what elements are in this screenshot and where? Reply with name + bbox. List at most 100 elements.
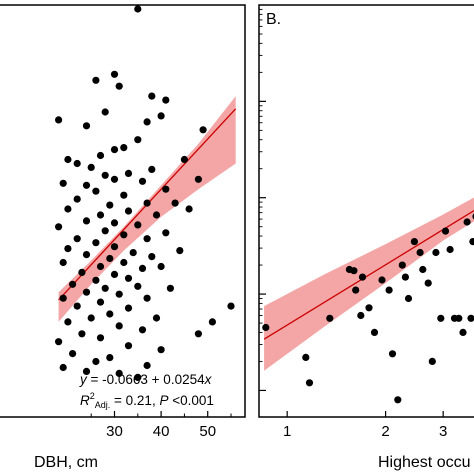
data-point	[124, 274, 133, 282]
panel-a-confidence-band	[58, 96, 236, 322]
panel-a-annotation-equation: y = -0.0663 + 0.0254x	[79, 372, 213, 387]
data-point	[358, 273, 367, 281]
data-point	[404, 294, 413, 303]
data-point	[59, 179, 67, 187]
data-point	[157, 112, 165, 120]
data-point	[424, 279, 432, 287]
panel-b-points	[262, 213, 474, 404]
data-point	[96, 211, 105, 219]
data-point	[110, 146, 119, 154]
panel-b-y-ticks	[259, 8, 266, 392]
data-point	[432, 248, 440, 257]
data-point	[180, 155, 188, 164]
panel-b-fit-line	[263, 209, 474, 340]
data-point	[82, 217, 91, 225]
data-point	[437, 314, 445, 322]
r2-value: = 0.21,	[110, 393, 159, 408]
x-tick-label: 1	[283, 423, 291, 440]
data-point	[134, 373, 142, 381]
data-point	[302, 353, 310, 361]
data-point	[401, 273, 409, 281]
data-point	[110, 219, 119, 227]
data-point	[410, 238, 418, 246]
data-point	[115, 322, 123, 330]
eq-x: x	[204, 372, 213, 387]
data-point	[59, 258, 67, 267]
data-point	[365, 304, 373, 312]
data-point	[92, 276, 100, 284]
data-point	[134, 282, 142, 290]
data-point	[92, 357, 100, 366]
data-point	[55, 223, 63, 231]
data-point	[134, 221, 142, 229]
data-point	[101, 227, 109, 235]
data-point	[152, 314, 161, 322]
data-point	[357, 311, 365, 320]
data-point	[64, 245, 72, 253]
data-point	[64, 318, 72, 326]
data-point	[124, 304, 133, 312]
data-point	[441, 227, 450, 235]
data-point	[59, 294, 67, 302]
panel-a-x-ticks: 30 40 50	[90, 411, 232, 440]
data-point	[162, 185, 170, 193]
data-point	[428, 357, 436, 365]
data-point	[208, 318, 216, 326]
data-point	[92, 239, 100, 247]
data-point	[157, 262, 165, 271]
data-point	[110, 243, 119, 251]
panel-b: B. 1 2 3 Highest occu	[258, 4, 474, 471]
data-point	[199, 126, 207, 134]
data-point	[59, 363, 67, 372]
data-point	[416, 248, 424, 257]
data-point	[143, 294, 151, 302]
data-point	[73, 235, 81, 243]
data-point	[385, 286, 393, 294]
data-point	[78, 268, 86, 276]
data-point	[69, 280, 77, 288]
data-point	[138, 326, 147, 334]
r2-r: R	[80, 393, 90, 408]
data-point	[148, 253, 156, 261]
panel-b-x-axis-label: Highest occu	[378, 454, 471, 471]
data-point	[78, 330, 86, 338]
eq-body: = -0.0663 + 0.0254	[87, 372, 205, 387]
data-point	[110, 270, 119, 278]
data-point	[194, 330, 202, 338]
data-point	[101, 171, 109, 179]
data-point	[463, 218, 471, 226]
data-point	[120, 258, 128, 267]
panel-a-annotation-r2: R2Adj. = 0.21, P <0.001	[80, 391, 214, 410]
data-point	[138, 177, 147, 185]
data-point	[73, 159, 81, 168]
data-point	[82, 288, 91, 296]
data-point	[157, 346, 165, 354]
data-point	[398, 261, 406, 269]
x-tick-label: 2	[381, 423, 389, 440]
data-point	[148, 165, 156, 173]
panel-b-label: B.	[266, 11, 281, 28]
data-point	[143, 235, 151, 243]
data-point	[110, 70, 119, 78]
data-point	[124, 342, 133, 350]
data-point	[64, 205, 72, 213]
data-point	[55, 338, 63, 346]
data-point	[120, 231, 128, 239]
data-point	[138, 264, 147, 272]
panel-b-confidence-band	[264, 197, 474, 371]
data-point	[469, 238, 474, 246]
panel-a-points	[55, 5, 235, 381]
data-point	[152, 211, 161, 219]
data-point	[455, 314, 463, 322]
data-point	[143, 199, 151, 207]
data-point	[143, 118, 151, 126]
data-point	[96, 151, 105, 160]
data-point	[73, 302, 81, 310]
data-point	[378, 276, 386, 284]
data-point	[446, 245, 454, 254]
data-point	[101, 284, 109, 292]
data-point	[129, 249, 137, 257]
data-point	[134, 136, 142, 144]
eq-y: y	[79, 372, 88, 387]
